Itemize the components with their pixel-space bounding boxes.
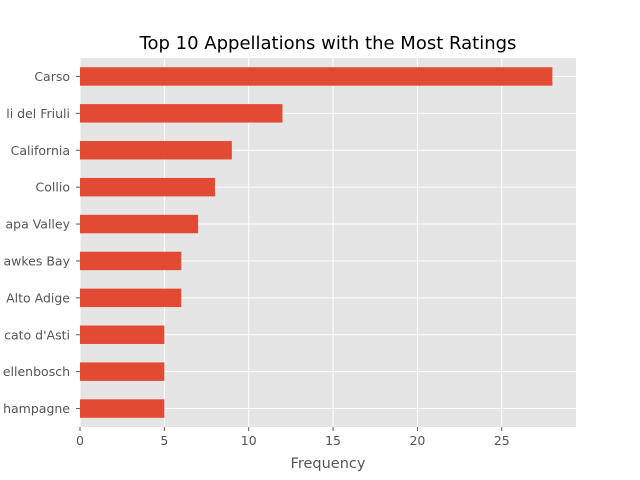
y-tick-label: awkes Bay: [4, 253, 71, 268]
y-tick-labels: Carso li del Friuli California Collio apa Va…: [3, 69, 80, 416]
bar-8: [80, 362, 165, 381]
y-tick-label: apa Valley: [5, 217, 70, 232]
bar-4: [80, 214, 199, 234]
bars: [80, 67, 553, 418]
x-tick-label: 5: [160, 433, 168, 448]
bar-9: [80, 399, 165, 418]
y-tick-label: li del Friuli: [6, 106, 70, 121]
x-tick-label: 15: [325, 433, 341, 448]
bar-3: [80, 177, 215, 197]
x-tick-label: 25: [494, 433, 510, 448]
y-tick-label: California: [11, 143, 70, 158]
bar-6: [80, 288, 182, 308]
y-tick-label: Carso: [34, 69, 70, 84]
chart-title: Top 10 Appellations with the Most Rating…: [139, 33, 517, 54]
bar-7: [80, 325, 165, 344]
bar-2: [80, 141, 232, 160]
y-tick-label: ellenbosch: [3, 364, 70, 379]
x-axis-label: Frequency: [291, 456, 366, 472]
y-tick-label: Alto Adige: [6, 290, 70, 305]
y-tick-label: hampagne: [3, 401, 70, 416]
y-tick-label: Collio: [36, 180, 70, 195]
bar-0: [80, 67, 553, 86]
x-tick-label: 0: [76, 433, 84, 448]
bar-1: [80, 104, 283, 123]
x-tick-labels: 0 5 10 15 20 25: [76, 427, 510, 448]
x-tick-label: 10: [241, 433, 257, 448]
x-tick-label: 20: [409, 433, 425, 448]
y-tick-label: cato d'Asti: [4, 327, 70, 342]
bar-5: [80, 251, 182, 271]
